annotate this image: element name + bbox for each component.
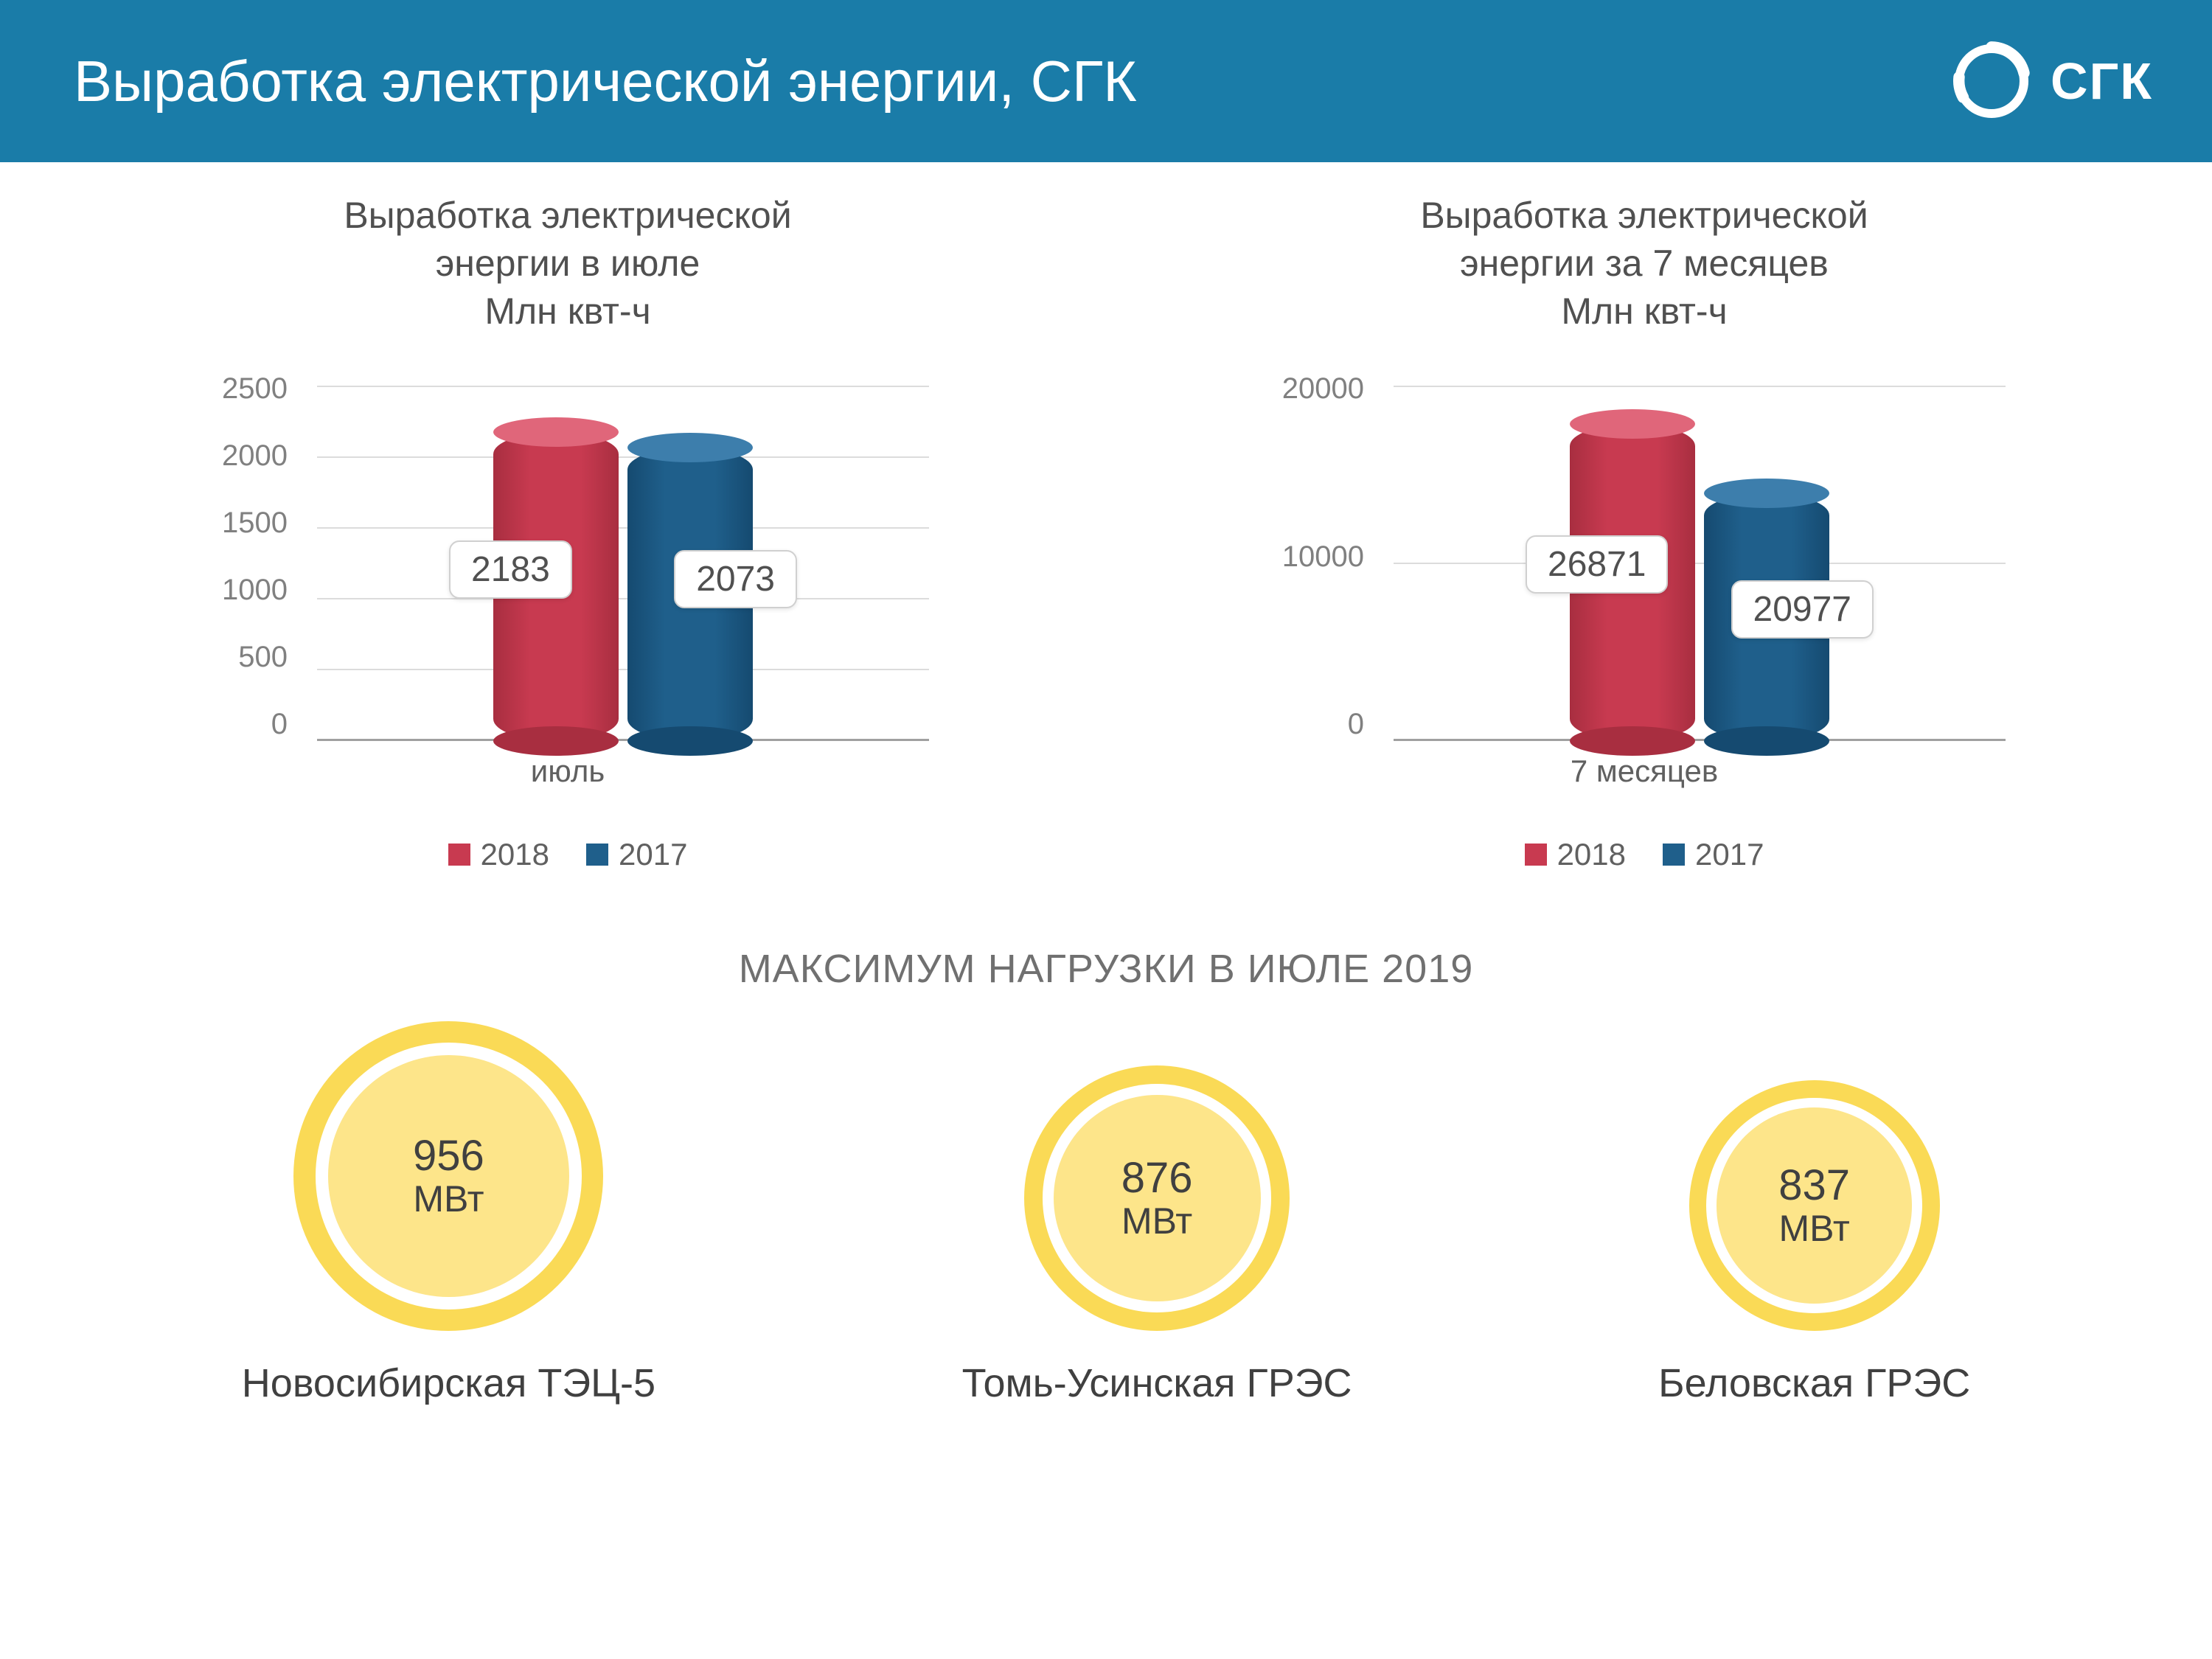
legend-item: 2017 <box>1663 837 1764 872</box>
logo: СГК <box>1951 41 2153 122</box>
charts-row: Выработка электрическойэнергии в июлеМлн… <box>0 162 2212 872</box>
load-circle: 956МВт Новосибирская ТЭЦ-5 <box>242 1021 655 1406</box>
y-tick: 2500 <box>162 372 310 406</box>
chart-title: Выработка электрическойэнергии за 7 меся… <box>1239 192 2050 335</box>
circle-inner: 876МВт <box>1054 1095 1261 1302</box>
legend: 2018 2017 <box>1239 837 2050 872</box>
legend-item: 2018 <box>1525 837 1626 872</box>
circle-inner: 956МВт <box>328 1055 570 1297</box>
cylinder-bottom <box>1704 726 1829 756</box>
cylinder-group: 21832073 <box>493 432 753 741</box>
circle-label: Беловская ГРЭС <box>1658 1360 1970 1406</box>
circle-label: Томь-Усинская ГРЭС <box>962 1360 1352 1406</box>
cylinder-bar: 26871 <box>1570 424 1695 741</box>
legend-swatch <box>1525 844 1547 866</box>
legend-label: 2018 <box>1557 837 1626 872</box>
circle-unit: МВт <box>413 1179 484 1220</box>
cylinder-top <box>627 433 753 462</box>
circle-value: 876 <box>1121 1155 1193 1202</box>
chart-area: 2000010000026871209777 месяцев <box>1239 372 2050 785</box>
value-badge: 26871 <box>1526 535 1668 594</box>
cylinder-bottom <box>493 726 619 756</box>
header-bar: Выработка электрической энергии, СГК СГК <box>0 0 2212 162</box>
chart: Выработка электрическойэнергии за 7 меся… <box>1239 192 2050 872</box>
circle-value: 837 <box>1778 1162 1850 1209</box>
legend-swatch <box>1663 844 1685 866</box>
legend-label: 2017 <box>1695 837 1764 872</box>
legend-item: 2017 <box>586 837 687 872</box>
circle-gap: 956МВт <box>316 1043 582 1309</box>
cylinder-top <box>493 417 619 447</box>
page-title: Выработка электрической энергии, СГК <box>74 48 1137 115</box>
cylinder-bar: 20977 <box>1704 493 1829 741</box>
y-tick: 1500 <box>162 507 310 540</box>
circles-row: 956МВтНовосибирская ТЭЦ-5876МВтТомь-Усин… <box>0 992 2212 1406</box>
chart: Выработка электрическойэнергии в июлеМлн… <box>162 192 973 872</box>
plot: 21832073 <box>317 387 929 741</box>
y-axis: 2500 2000 1500 1000 500 0 <box>162 372 310 741</box>
cylinder-bottom <box>1570 726 1695 756</box>
plot: 2687120977 <box>1394 387 2006 741</box>
x-label: 7 месяцев <box>1571 754 1718 789</box>
y-tick: 500 <box>162 641 310 674</box>
x-label: июль <box>531 754 605 789</box>
value-badge: 20977 <box>1731 580 1874 639</box>
load-circle: 837МВт Беловская ГРЭС <box>1658 1080 1970 1406</box>
legend-swatch <box>448 844 470 866</box>
circle-label: Новосибирская ТЭЦ-5 <box>242 1360 655 1406</box>
circle-unit: МВт <box>1121 1201 1192 1242</box>
circle-outer: 837МВт <box>1689 1080 1940 1331</box>
value-badge: 2183 <box>449 540 572 599</box>
cylinder-bar: 2073 <box>627 448 753 741</box>
y-tick: 2000 <box>162 439 310 473</box>
logo-icon <box>1951 41 2032 122</box>
circle-outer: 876МВт <box>1024 1065 1290 1331</box>
legend-label: 2017 <box>619 837 687 872</box>
y-axis: 20000 10000 0 <box>1239 372 1386 741</box>
cylinder-group: 2687120977 <box>1570 424 1829 741</box>
cylinder-bar: 2183 <box>493 432 619 741</box>
legend-item: 2018 <box>448 837 549 872</box>
y-tick: 1000 <box>162 574 310 607</box>
load-circle: 876МВт Томь-Усинская ГРЭС <box>962 1065 1352 1406</box>
legend-swatch <box>586 844 608 866</box>
circle-inner: 837МВт <box>1717 1107 1912 1303</box>
circle-value: 956 <box>413 1133 484 1180</box>
logo-text: СГК <box>2051 52 2153 111</box>
legend: 2018 2017 <box>162 837 973 872</box>
chart-area: 2500200015001000500021832073июль <box>162 372 973 785</box>
cylinder-top <box>1570 409 1695 439</box>
circle-gap: 876МВт <box>1043 1084 1271 1312</box>
y-tick: 0 <box>1239 708 1386 741</box>
circle-outer: 956МВт <box>293 1021 603 1331</box>
y-tick: 10000 <box>1239 540 1386 574</box>
grid-line <box>317 386 929 387</box>
max-load-title: МАКСИМУМ НАГРУЗКИ В ИЮЛЕ 2019 <box>0 946 2212 992</box>
cylinder-bottom <box>627 726 753 756</box>
value-badge: 2073 <box>674 550 797 608</box>
chart-title: Выработка электрическойэнергии в июлеМлн… <box>162 192 973 335</box>
cylinder-top <box>1704 479 1829 508</box>
grid-line <box>1394 386 2006 387</box>
circle-gap: 837МВт <box>1706 1098 1921 1313</box>
y-tick: 20000 <box>1239 372 1386 406</box>
y-tick: 0 <box>162 708 310 741</box>
circle-unit: МВт <box>1779 1208 1850 1249</box>
legend-label: 2018 <box>481 837 549 872</box>
